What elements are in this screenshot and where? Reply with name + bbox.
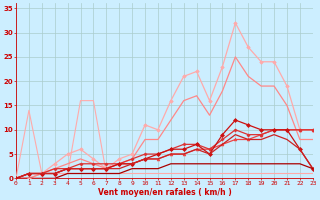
X-axis label: Vent moyen/en rafales ( km/h ): Vent moyen/en rafales ( km/h ) (98, 188, 231, 197)
